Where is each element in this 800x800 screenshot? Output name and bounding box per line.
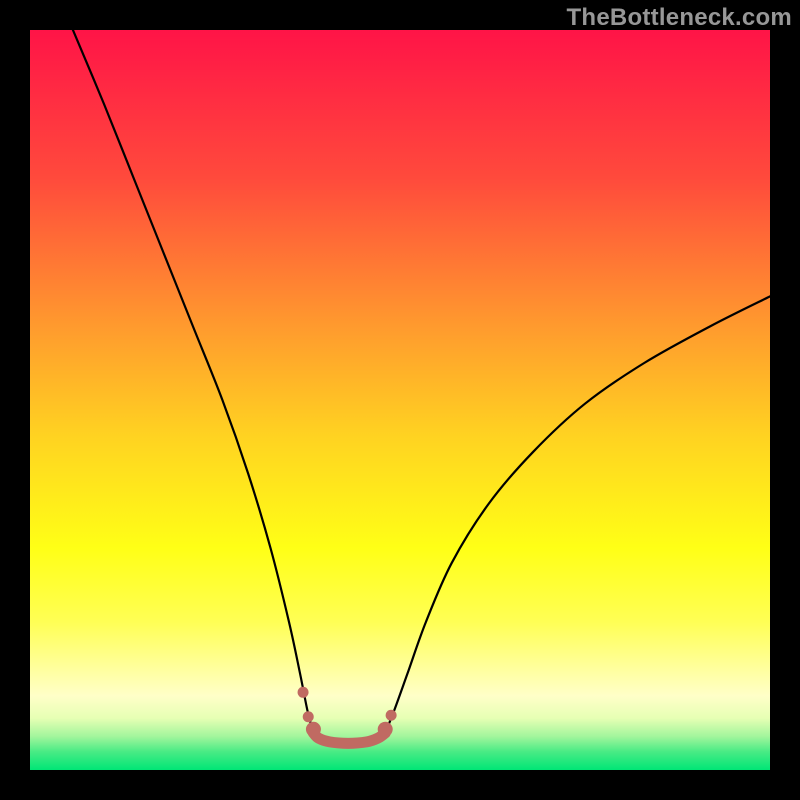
optimal-zone-endpoint [378,722,393,737]
chart-background [30,30,770,770]
optimal-zone-marker-dot [298,687,309,698]
watermark-text: TheBottleneck.com [567,4,792,32]
optimal-zone-endpoint [306,722,321,737]
bottleneck-curve-chart [0,0,800,800]
optimal-zone-marker-dot [303,711,314,722]
optimal-zone-marker-dot [386,710,397,721]
